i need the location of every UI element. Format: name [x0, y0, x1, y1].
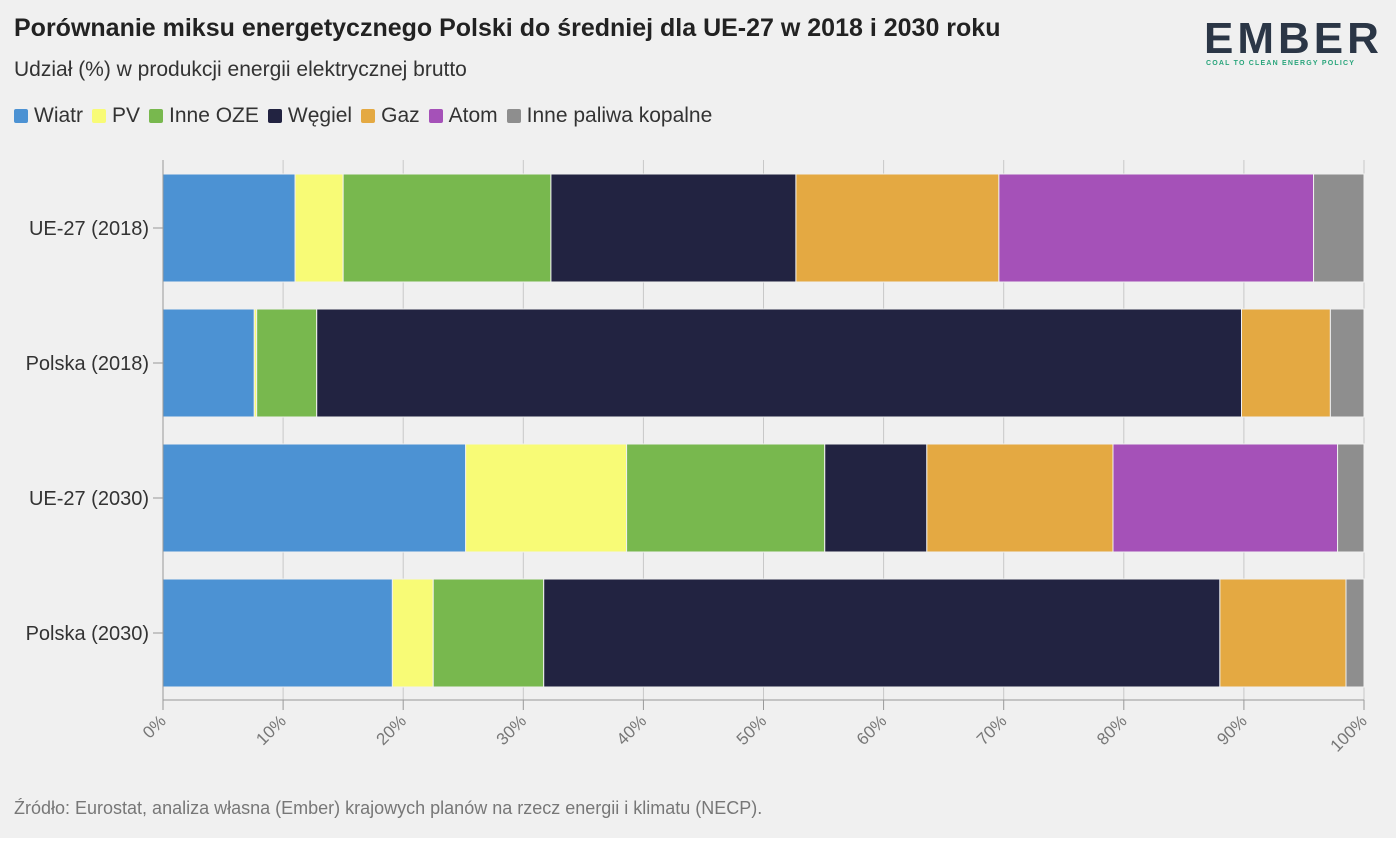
x-tick-label: 80% — [1093, 711, 1130, 748]
legend-item: PV — [92, 104, 140, 128]
bar-segment — [824, 443, 928, 553]
category-label: Polska (2030) — [26, 623, 149, 645]
legend-label: Węgiel — [287, 104, 353, 127]
legend-swatch — [14, 109, 28, 123]
bar-segment — [1112, 443, 1339, 553]
bar-segment — [626, 443, 826, 553]
legend-item: Wiatr — [14, 104, 83, 128]
bar-segment — [926, 443, 1114, 553]
bar-segment — [1313, 173, 1365, 283]
legend-swatch — [149, 109, 164, 123]
bar-segment — [1337, 443, 1365, 553]
legend-item: Inne OZE — [149, 104, 259, 128]
bar-segment — [391, 578, 434, 688]
legend-item: Węgiel — [267, 104, 353, 128]
bar-segment — [162, 443, 467, 553]
bar-segment — [432, 578, 545, 688]
bar-segment — [550, 173, 797, 283]
legend-item: Inne paliwa kopalne — [506, 104, 713, 128]
legend-item: Gaz — [361, 104, 420, 128]
category-label: Polska (2018) — [26, 353, 149, 375]
category-label: UE-27 (2030) — [29, 488, 149, 510]
category-label: UE-27 (2018) — [29, 218, 149, 240]
bar-segment — [543, 578, 1221, 688]
legend-label: Atom — [448, 104, 498, 127]
x-tick-label: 20% — [373, 711, 410, 748]
legend-label: Inne OZE — [169, 104, 259, 127]
x-tick-label: 50% — [733, 711, 770, 748]
bar-segment — [342, 173, 552, 283]
x-tick-label: 10% — [252, 711, 289, 748]
chart-subtitle: Udział (%) w produkcji energii elektrycz… — [14, 58, 467, 81]
chart-legend: Wiatr PV Inne OZE Węgiel Gaz Atom Inne paliwa … — [14, 104, 721, 128]
legend-swatch — [506, 109, 521, 123]
source-note: Źródło: Eurostat, analiza własna (Ember)… — [14, 798, 763, 818]
x-tick-label: 100% — [1327, 711, 1371, 755]
ember-logo: EMBER COAL TO CLEAN ENERGY POLICY — [1190, 14, 1380, 74]
x-tick-label: 60% — [853, 711, 890, 748]
bar-segment — [1219, 578, 1347, 688]
logo-tagline: COAL TO CLEAN ENERGY POLICY — [1206, 60, 1356, 67]
legend-label: Gaz — [381, 104, 420, 127]
x-tick-label: 0% — [139, 711, 170, 742]
legend-swatch — [267, 109, 282, 123]
bar-segment — [1345, 578, 1365, 688]
logo-text: EMBER — [1204, 14, 1383, 63]
legend-label: PV — [112, 104, 141, 127]
legend-swatch — [428, 109, 443, 123]
bar-segment — [294, 173, 344, 283]
chart-title: Porównanie miksu energetycznego Polski d… — [14, 14, 1001, 42]
x-tick-label: 40% — [613, 711, 650, 748]
bar-segment — [162, 173, 296, 283]
stacked-bar-chart: 0% 10% 20% 30% 40% 50% 60% 70% 80% 90% 100% UE-27 (… — [26, 160, 1371, 756]
bar-segment — [162, 308, 255, 418]
bar-segment — [1240, 308, 1331, 418]
bar-segment — [316, 308, 1242, 418]
bar-segment — [998, 173, 1315, 283]
x-tick-label: 90% — [1213, 711, 1250, 748]
legend-label: Inne paliwa kopalne — [526, 104, 713, 127]
legend-item: Atom — [428, 104, 498, 128]
legend-swatch — [361, 109, 376, 123]
legend-label: Wiatr — [34, 104, 83, 127]
x-tick-label: 30% — [493, 711, 530, 748]
bar-segment — [465, 443, 628, 553]
legend-swatch — [92, 109, 106, 123]
bar-segment — [795, 173, 1000, 283]
x-tick-label: 70% — [973, 711, 1010, 748]
bar-segment — [1329, 308, 1365, 418]
bar-segment — [256, 308, 318, 418]
bar-segment — [162, 578, 393, 688]
